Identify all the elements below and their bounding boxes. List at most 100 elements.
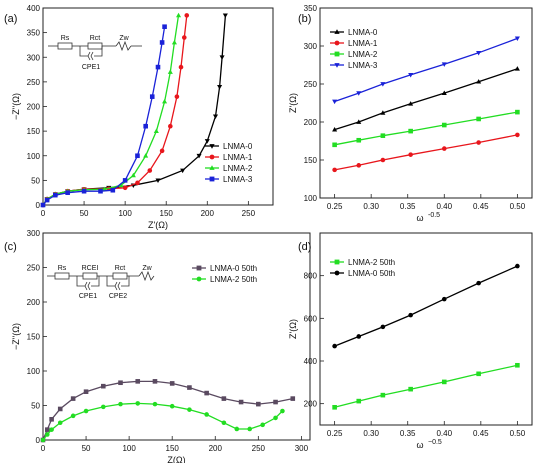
- circuit-label-cpe1: CPE1: [82, 64, 100, 71]
- data-point: [514, 66, 520, 71]
- circuit-label-rs: Rs: [61, 35, 70, 42]
- y-tick-label: 150: [27, 127, 41, 136]
- x-tick-label: 0.50: [510, 429, 526, 438]
- data-point: [332, 404, 337, 410]
- circuit-label-rct: Rct: [90, 35, 101, 42]
- data-point: [135, 401, 141, 406]
- data-point: [441, 146, 447, 151]
- x-tick-label: 150: [166, 444, 180, 453]
- x-tick-label: 250: [242, 209, 256, 218]
- data-point: [273, 415, 278, 421]
- circuit-resistor-rct: [112, 272, 128, 280]
- y-tick-label: 600: [304, 314, 318, 323]
- circuit-label-cpe2: CPE2: [109, 293, 127, 300]
- data-point: [152, 379, 158, 384]
- panel-label: (c): [4, 241, 17, 253]
- legend-entry: LNMA-1: [223, 153, 253, 162]
- data-point: [168, 123, 173, 129]
- data-point: [356, 119, 362, 124]
- data-point: [332, 343, 337, 349]
- data-point: [98, 188, 103, 194]
- data-point: [515, 109, 520, 115]
- data-point: [167, 69, 173, 74]
- data-point: [221, 420, 227, 426]
- data-point: [408, 386, 413, 392]
- data-point: [40, 437, 46, 443]
- y-tick-label: 200: [27, 298, 41, 307]
- data-point: [155, 64, 161, 70]
- data-point: [221, 396, 227, 401]
- legend-entry: LNMA-2 50th: [348, 258, 395, 267]
- data-point: [57, 406, 63, 412]
- y-tick-label: 200: [304, 400, 318, 409]
- panel-label: (b): [298, 13, 311, 25]
- y-tick-label: 50: [31, 176, 40, 185]
- data-point: [155, 178, 161, 184]
- x-tick-label: 0.45: [473, 429, 489, 438]
- plot-frame: [319, 232, 533, 426]
- circuit-resistor-rs: [57, 42, 73, 50]
- data-point: [217, 84, 223, 90]
- legend-entry: LNMA-0 50th: [348, 269, 395, 278]
- y-tick-label: 300: [304, 42, 318, 51]
- data-point: [212, 114, 219, 119]
- data-point: [441, 296, 447, 302]
- x-tick-label: 0.40: [436, 202, 452, 211]
- x-tick-label: 0.25: [327, 429, 343, 438]
- series-line-2: [42, 15, 188, 206]
- circuit-cpe2: [114, 281, 121, 291]
- data-point: [204, 412, 209, 417]
- panel-label: (d): [298, 241, 311, 253]
- legend-marker: [334, 259, 340, 265]
- data-point: [280, 408, 285, 414]
- data-point: [45, 427, 50, 432]
- legend-entry: LNMA-3: [223, 175, 253, 184]
- series-line-2: [334, 265, 518, 347]
- data-point: [441, 62, 447, 67]
- data-point: [332, 99, 338, 105]
- data-point: [290, 396, 296, 401]
- data-point: [408, 152, 413, 157]
- legend-entry: LNMA-3: [348, 61, 378, 70]
- data-point: [476, 51, 482, 56]
- data-point: [65, 190, 70, 195]
- legend-entry: LNMA-0: [348, 28, 378, 37]
- y-axis-label: −Z''(Ω): [11, 323, 21, 350]
- series-line-1: [334, 364, 518, 408]
- data-point: [380, 82, 386, 87]
- data-point: [162, 24, 167, 30]
- data-point: [204, 390, 209, 396]
- data-point: [135, 153, 140, 159]
- y-tick-label: 400: [304, 357, 318, 366]
- data-point: [356, 163, 362, 168]
- circuit-label-zw: Zw: [119, 35, 129, 42]
- data-point: [441, 122, 447, 128]
- data-point: [476, 280, 481, 286]
- data-point: [135, 180, 140, 186]
- data-point: [204, 139, 210, 144]
- x-tick-label: 0: [41, 209, 46, 218]
- x-tick-label: 0.40: [436, 429, 452, 438]
- data-point: [380, 157, 386, 163]
- y-tick-label: 200: [27, 103, 41, 112]
- x-tick-label: 0.30: [363, 429, 379, 438]
- circuit-label-rs: Rs: [58, 265, 67, 272]
- data-point: [441, 379, 447, 385]
- data-point: [187, 407, 192, 412]
- legend-marker: [334, 270, 340, 276]
- legend-entry: LNMA-2 50th: [210, 275, 257, 284]
- data-point: [408, 128, 413, 134]
- y-tick-label: 100: [304, 194, 318, 203]
- data-point: [187, 385, 192, 390]
- y-tick-label: 150: [27, 333, 41, 342]
- data-point: [57, 420, 63, 426]
- data-point: [273, 399, 278, 405]
- data-point: [49, 417, 54, 422]
- y-axis-label: Z'(Ω): [288, 93, 298, 113]
- legend-marker: [209, 144, 215, 149]
- data-point: [118, 380, 123, 386]
- circuit-resistor-rs: [54, 272, 70, 280]
- circuit-label-cpe1: CPE1: [79, 293, 97, 300]
- data-point: [356, 91, 362, 96]
